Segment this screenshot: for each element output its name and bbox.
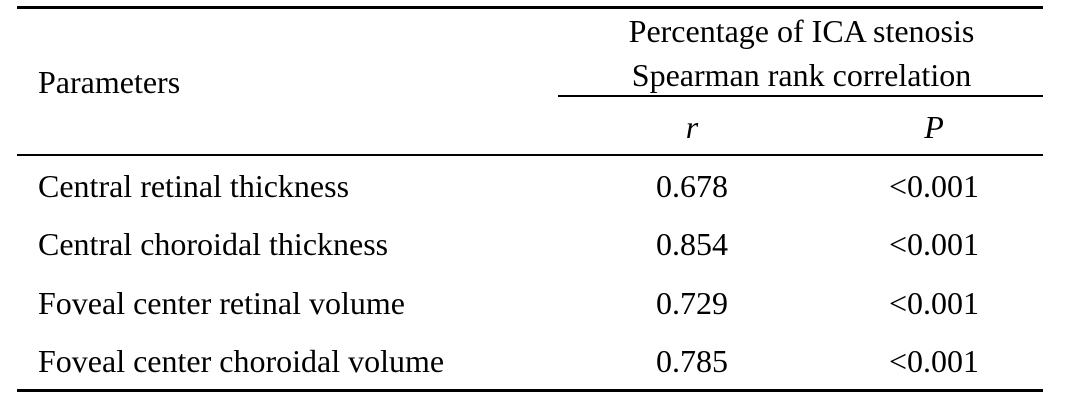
row-r-value: 0.729	[656, 285, 728, 321]
header-parameters: Parameters	[38, 64, 181, 100]
row-p-value: <0.001	[888, 285, 980, 321]
bottom-rule	[17, 389, 1043, 392]
row-p-value: <0.001	[888, 226, 980, 262]
row-p-value: <0.001	[888, 343, 980, 379]
row-param: Central choroidal thickness	[38, 226, 389, 262]
group-rule	[558, 95, 1043, 97]
header-p: P	[924, 109, 944, 145]
row-param: Foveal center choroidal volume	[38, 343, 445, 379]
row-r-value: 0.678	[656, 168, 728, 204]
header-r: r	[685, 109, 699, 145]
top-rule	[17, 6, 1043, 9]
header-rule	[17, 154, 1043, 156]
row-r-value: 0.854	[656, 226, 728, 262]
header-group-line1: Percentage of ICA stenosis	[628, 13, 975, 49]
header-group-line2: Spearman rank correlation	[631, 57, 972, 93]
row-r-value: 0.785	[656, 343, 728, 379]
row-p-value: <0.001	[888, 168, 980, 204]
row-param: Foveal center retinal volume	[38, 285, 405, 321]
row-param: Central retinal thickness	[38, 168, 350, 204]
